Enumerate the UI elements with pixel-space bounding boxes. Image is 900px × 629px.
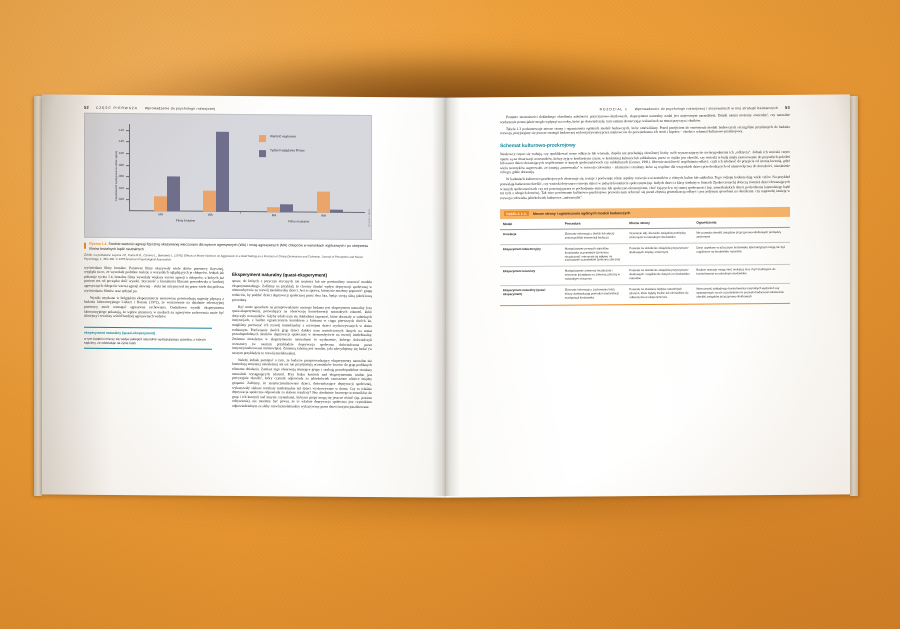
page-edge-right bbox=[850, 95, 858, 497]
key-term-box: eksperyment naturalny (quasi-eksperyment… bbox=[84, 326, 212, 350]
page-right: ROZDZIAŁ 1 Wprowadzenie do psychologii r… bbox=[446, 94, 850, 497]
table-col-ograniczenia: Ograniczenia bbox=[693, 216, 790, 229]
page-left: 52 CZĘŚĆ PIERWSZA Wprowadzenie do psycho… bbox=[42, 94, 446, 497]
chart-bar bbox=[216, 131, 230, 212]
table-cell: Pozwala na zbadanie wpływu naturalnych z… bbox=[629, 286, 689, 299]
chart-y-tick-label: .100 bbox=[118, 151, 124, 156]
part-label: CZĘŚĆ PIERWSZA bbox=[95, 105, 138, 111]
chart-group-label: Filmy brutalne bbox=[175, 218, 196, 223]
chart-bar bbox=[280, 204, 294, 213]
paragraph: Pomimo niemożności dokładnego określenia… bbox=[500, 112, 790, 124]
paragraph: Wyniki uzyskane w belgijskim eksperymenc… bbox=[84, 295, 224, 319]
chart-panel: Częstotliwość występowania aktów agresji… bbox=[84, 112, 372, 241]
chart-bar bbox=[203, 190, 217, 212]
legend-swatch-icon-week bbox=[259, 149, 266, 157]
table-row: Eksperyment laboratoryjny Manipulowanie p… bbox=[500, 242, 790, 267]
folio-left: 52 bbox=[84, 104, 89, 110]
table-cell: Manipulowanie pewnych aspektów środowisk… bbox=[561, 243, 627, 267]
page-edge-left bbox=[34, 95, 42, 497]
table-row: Eksperyment naturalny (quasi-eksperyment… bbox=[500, 283, 790, 303]
chart-x-tick-label: WA bbox=[321, 213, 327, 218]
column-left: wyświetlano filmy brutalne. Ponieważ fil… bbox=[84, 265, 224, 411]
chart-x-tick-label: MA bbox=[158, 212, 164, 217]
table-cell: Korelacja bbox=[500, 229, 562, 245]
table-cell: Niemożność dokładnego kontrolowania natu… bbox=[696, 286, 784, 299]
chart-y-tick-label: .040 bbox=[118, 185, 124, 190]
chart-bar bbox=[316, 191, 330, 213]
legend-item-baseline: Wartość wyjściowa bbox=[259, 134, 363, 143]
figure-1-4: Częstotliwość występowania aktów agresji… bbox=[84, 112, 372, 264]
table-col-mocne-strony: Mocne strony bbox=[626, 217, 694, 229]
paragraph: Być może sposobem na przeprowadzanie nas… bbox=[232, 304, 372, 356]
table-row: Eksperyment terenowy Manipulowanie zmienn… bbox=[500, 264, 790, 286]
chart-y-tick-label: .140 bbox=[118, 127, 124, 132]
table-cell: Zbieranie informacji o zachowaniu ludzi,… bbox=[564, 287, 619, 300]
running-title-right: Wprowadzenie do psychologii rozwojowej i… bbox=[634, 105, 779, 112]
table-cell: Pozwala na określenie związków przyczyno… bbox=[626, 265, 694, 285]
chapter-label: ROZDZIAŁ 1 bbox=[599, 107, 628, 112]
legend-label-week: Tydzień oglądania filmów bbox=[270, 148, 305, 153]
paragraph: wyświetlano filmy brutalne. Ponieważ fil… bbox=[84, 265, 224, 293]
open-book: 52 CZĘŚĆ PIERWSZA Wprowadzenie do psycho… bbox=[34, 44, 862, 528]
table-rows: Korelacja Zbieranie informacji o dwóch lu… bbox=[500, 227, 790, 303]
folio-right: 53 bbox=[785, 104, 790, 110]
figure-source: Źródło: na podstawie: Leyens J.P., Parke… bbox=[84, 252, 363, 262]
figure-caption-text: Rycina 1.4. Średnie wartości agresji fiz… bbox=[89, 242, 372, 253]
left-page-columns: wyświetlano filmy brutalne. Ponieważ fil… bbox=[84, 265, 372, 412]
table-body: Model Procedura Mocne strony Ograniczeni… bbox=[500, 216, 790, 303]
table-cell: Badane sytuacje mogą mieć mniejszą moc i… bbox=[693, 264, 790, 285]
table-cell: Ocenianie siły i kierunku związków pomię… bbox=[626, 228, 694, 244]
paragraph: Należy jednak pamiętać o tym, że badacze… bbox=[232, 357, 372, 409]
chart-x-tick-label: WA bbox=[207, 212, 213, 217]
key-term-title: eksperyment naturalny (quasi-eksperyment… bbox=[84, 330, 156, 336]
running-title-left: Wprowadzenie do psychologii rozwojowej bbox=[144, 106, 216, 111]
chart-y-tick-label: .080 bbox=[118, 162, 124, 167]
chart-y-tick-label: .060 bbox=[118, 174, 124, 179]
chart-bar bbox=[329, 209, 343, 213]
table-cell: Eksperyment laboratoryjny bbox=[500, 244, 562, 267]
legend-label-baseline: Wartość wyjściowa bbox=[270, 134, 297, 139]
chart-bar bbox=[267, 207, 281, 213]
table-cell: Pozwala na określenie związków przyczyno… bbox=[626, 243, 694, 266]
chart-bar bbox=[166, 176, 180, 212]
table-cell: Eksperyment naturalny (quasi-eksperyment… bbox=[503, 287, 546, 297]
chart-bar bbox=[153, 196, 167, 212]
chart-x-tick-label: MA bbox=[271, 213, 277, 218]
table-caption: Mocne strony i ograniczenia ogólnych mod… bbox=[532, 210, 631, 216]
table-number: TABELA 1.3. bbox=[504, 210, 529, 217]
legend-item-week: Tydzień oglądania filmów bbox=[259, 149, 363, 157]
figure-bullet-icon bbox=[84, 242, 87, 249]
table-cell: Eksperyment terenowy bbox=[500, 266, 562, 286]
heading-natural-experiment: Eksperyment naturalny (quasi-eksperyment… bbox=[232, 271, 327, 278]
paragraph: Naukowcy często się wahają, czy opubliko… bbox=[500, 149, 790, 175]
section-heading: Schemat kulturowo-przekrojowy bbox=[500, 142, 576, 150]
paragraph: W badaniach kulturowo-przekrojowych obse… bbox=[500, 175, 790, 201]
column-right: Eksperyment naturalny (quasi-eksperyment… bbox=[232, 266, 372, 412]
table-cell: Manipulowanie zmiennej niezależnej i mie… bbox=[561, 265, 627, 286]
legend-swatch-icon-baseline bbox=[259, 135, 266, 143]
chart-y-tick-label: .120 bbox=[118, 139, 124, 144]
chart-legend: Wartość wyjściowa Tydzień oglądania film… bbox=[259, 134, 363, 164]
table-col-model: Model bbox=[500, 218, 562, 230]
figure-caption: Rycina 1.4. Średnie wartości agresji fiz… bbox=[84, 242, 372, 253]
chart-side-credit: Źródło: Leyens i in. bbox=[367, 208, 370, 227]
paragraph: spraw, do których z przyczyn etycznych n… bbox=[232, 278, 372, 302]
table-cell: Dane uzyskane w sztucznym środowisku lab… bbox=[693, 242, 790, 266]
figure-number: Rycina 1.4. bbox=[89, 241, 108, 246]
paragraph: Tabela 1.3 podsumowuje mocne strony i og… bbox=[500, 124, 790, 136]
chart-group-label: Filmy neutralne bbox=[288, 219, 310, 224]
table-1-3: TABELA 1.3. Mocne strony i ograniczenia … bbox=[500, 206, 790, 306]
table-cell: Nie pozwala określić związków przyczynow… bbox=[693, 227, 790, 244]
table-col-procedura: Procedura bbox=[561, 217, 627, 230]
key-term-definition: w tym badaniu mierzy się wpływ jakiegoś … bbox=[84, 336, 206, 345]
chart-y-tick-label: .020 bbox=[118, 197, 124, 202]
table-cell: Zbieranie informacji o dwóch lub więcej … bbox=[561, 228, 627, 245]
figure-caption-body: Średnie wartości agresji fizycznej okazy… bbox=[89, 241, 369, 251]
